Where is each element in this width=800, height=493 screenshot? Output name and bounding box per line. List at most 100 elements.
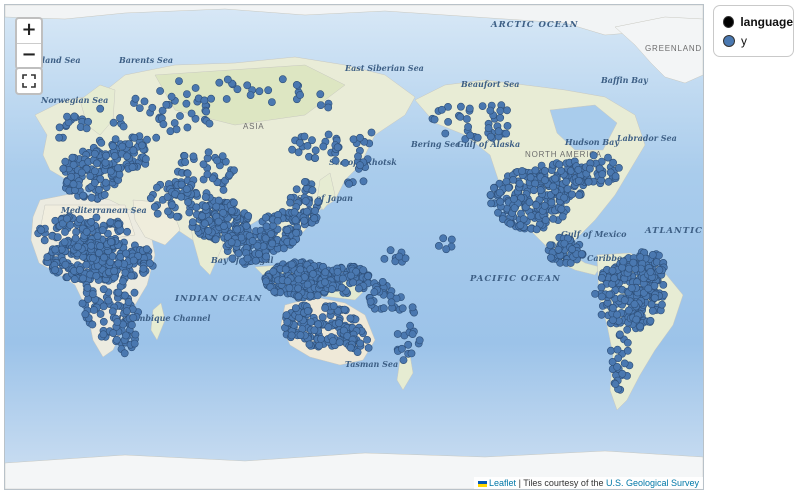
language-marker[interactable] <box>128 163 137 172</box>
language-marker[interactable] <box>60 238 69 246</box>
language-marker[interactable] <box>504 183 513 192</box>
language-marker[interactable] <box>130 288 139 297</box>
language-marker[interactable] <box>311 154 320 162</box>
language-marker[interactable] <box>63 214 71 223</box>
language-marker[interactable] <box>655 265 664 274</box>
language-marker[interactable] <box>110 152 119 160</box>
language-marker[interactable] <box>632 315 641 324</box>
language-marker[interactable] <box>306 291 315 300</box>
language-marker[interactable] <box>141 155 150 163</box>
language-marker[interactable] <box>223 75 232 84</box>
language-marker[interactable] <box>82 260 91 269</box>
language-marker[interactable] <box>188 218 197 227</box>
language-marker[interactable] <box>611 172 620 181</box>
language-marker[interactable] <box>152 183 161 192</box>
language-marker[interactable] <box>300 132 309 141</box>
language-marker[interactable] <box>397 344 406 353</box>
language-marker[interactable] <box>120 349 129 358</box>
language-marker[interactable] <box>563 185 572 193</box>
language-marker[interactable] <box>568 190 576 199</box>
language-marker[interactable] <box>69 160 78 169</box>
leaflet-link[interactable]: Leaflet <box>489 478 517 488</box>
language-marker[interactable] <box>55 123 64 132</box>
language-marker[interactable] <box>636 322 645 331</box>
language-marker[interactable] <box>79 191 87 200</box>
language-marker[interactable] <box>288 238 297 247</box>
language-marker[interactable] <box>434 241 443 250</box>
language-marker[interactable] <box>278 75 287 84</box>
language-marker[interactable] <box>486 106 495 115</box>
language-marker[interactable] <box>541 176 549 185</box>
language-marker[interactable] <box>335 338 344 347</box>
language-marker[interactable] <box>354 284 363 293</box>
language-marker[interactable] <box>495 188 504 197</box>
language-marker[interactable] <box>262 252 271 261</box>
language-marker[interactable] <box>69 180 78 189</box>
language-marker[interactable] <box>96 242 104 250</box>
language-marker[interactable] <box>321 268 330 277</box>
language-marker[interactable] <box>67 172 76 181</box>
language-marker[interactable] <box>229 198 238 207</box>
language-marker[interactable] <box>182 90 191 98</box>
language-marker[interactable] <box>203 170 212 179</box>
language-marker[interactable] <box>347 271 355 280</box>
language-marker[interactable] <box>243 81 252 90</box>
language-marker[interactable] <box>211 235 220 244</box>
language-marker[interactable] <box>261 213 270 222</box>
language-marker[interactable] <box>366 297 375 306</box>
language-marker[interactable] <box>242 221 251 230</box>
language-marker[interactable] <box>646 267 655 276</box>
language-marker[interactable] <box>61 157 70 166</box>
language-marker[interactable] <box>138 141 146 150</box>
language-marker[interactable] <box>509 194 518 203</box>
language-marker[interactable] <box>611 380 620 388</box>
language-marker[interactable] <box>620 359 629 368</box>
language-marker[interactable] <box>487 199 495 208</box>
language-marker[interactable] <box>167 92 176 101</box>
language-marker[interactable] <box>273 216 282 225</box>
language-marker[interactable] <box>184 198 192 207</box>
language-marker[interactable] <box>164 207 172 216</box>
language-marker[interactable] <box>96 310 105 318</box>
language-marker[interactable] <box>153 209 162 218</box>
language-marker[interactable] <box>93 159 101 168</box>
language-marker[interactable] <box>574 176 583 185</box>
language-marker[interactable] <box>294 284 302 293</box>
language-marker[interactable] <box>620 296 629 305</box>
language-marker[interactable] <box>182 185 191 193</box>
language-marker[interactable] <box>123 227 131 236</box>
language-marker[interactable] <box>148 103 157 112</box>
language-marker[interactable] <box>76 215 84 224</box>
language-marker[interactable] <box>183 123 192 132</box>
language-marker[interactable] <box>109 329 118 337</box>
language-marker[interactable] <box>264 86 273 95</box>
language-marker[interactable] <box>114 164 122 172</box>
language-marker[interactable] <box>395 252 404 261</box>
language-marker[interactable] <box>525 198 534 207</box>
language-marker[interactable] <box>349 278 357 287</box>
language-marker[interactable] <box>222 95 231 103</box>
language-marker[interactable] <box>313 291 322 300</box>
language-marker[interactable] <box>609 303 617 312</box>
language-marker[interactable] <box>387 298 396 307</box>
language-marker[interactable] <box>53 233 62 241</box>
language-marker[interactable] <box>281 265 290 274</box>
language-marker[interactable] <box>613 362 621 371</box>
language-marker[interactable] <box>300 216 309 225</box>
language-marker[interactable] <box>627 284 636 292</box>
language-marker[interactable] <box>464 123 472 131</box>
language-marker[interactable] <box>90 149 99 158</box>
language-marker[interactable] <box>207 94 215 103</box>
language-marker[interactable] <box>175 77 183 85</box>
language-marker[interactable] <box>246 91 255 99</box>
language-marker[interactable] <box>659 280 668 289</box>
language-marker[interactable] <box>70 112 79 121</box>
language-marker[interactable] <box>158 106 167 115</box>
language-marker[interactable] <box>91 167 99 176</box>
language-marker[interactable] <box>437 105 446 114</box>
language-marker[interactable] <box>574 165 583 174</box>
language-marker[interactable] <box>494 127 503 136</box>
language-marker[interactable] <box>623 338 632 347</box>
language-marker[interactable] <box>243 254 252 263</box>
language-marker[interactable] <box>87 217 96 226</box>
